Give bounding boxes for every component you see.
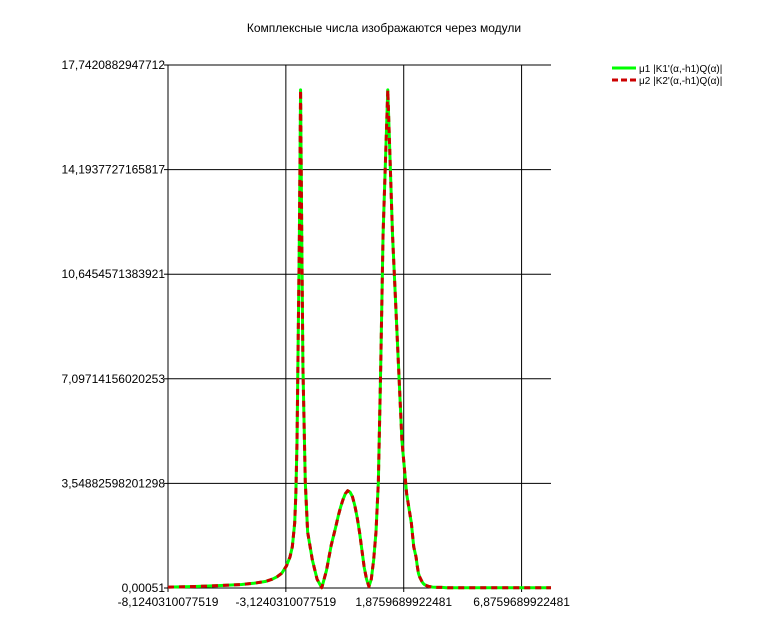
y-tick-label: 3,54882598201298 xyxy=(62,476,166,490)
legend-label-1: μ1 |K1'(α,-h1)Q(α)| xyxy=(639,64,722,75)
x-tick-label: 1,8759689922481 xyxy=(355,595,452,609)
y-tick-label: 7,09714156020253 xyxy=(62,372,166,386)
y-tick-label: 14,1937727165817 xyxy=(62,163,166,177)
series-layer xyxy=(167,88,551,590)
grid xyxy=(167,64,551,589)
series-line-1 xyxy=(167,88,551,590)
tick-labels: 0,00051 3,54882598201298 7,09714156020253 1… xyxy=(62,58,571,609)
x-tick-label: 6,8759689922481 xyxy=(473,595,570,609)
x-tick-label: -3,1240310077519 xyxy=(235,595,336,609)
legend: μ1 |K1'(α,-h1)Q(α)|μ2 |K2'(α,-h1)Q(α)| xyxy=(612,64,722,87)
y-tick-label: 17,7420882947712 xyxy=(62,58,166,72)
legend-label-2: μ2 |K2'(α,-h1)Q(α)| xyxy=(639,76,722,87)
chart-title: Комплексные числа изображаются через мод… xyxy=(247,21,521,35)
y-tick-label: 0,00051 xyxy=(122,581,166,595)
series-line-2 xyxy=(167,88,551,590)
x-tick-label: -8,1240310077519 xyxy=(118,595,219,609)
y-tick-label: 10,6454571383921 xyxy=(62,267,166,281)
